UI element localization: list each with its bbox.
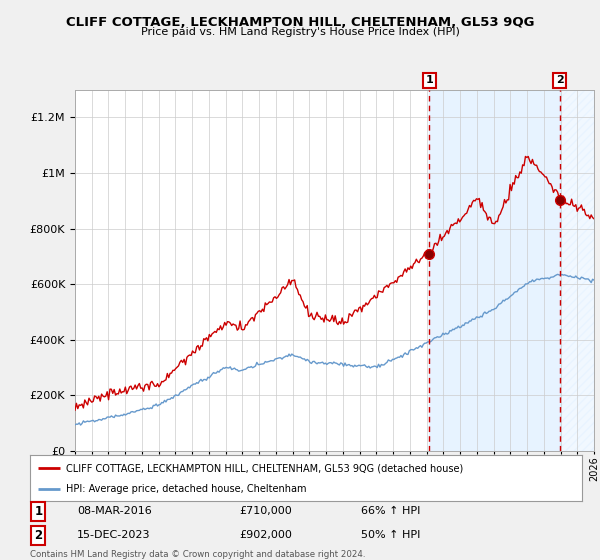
Text: 15-DEC-2023: 15-DEC-2023: [77, 530, 151, 540]
Text: 66% ↑ HPI: 66% ↑ HPI: [361, 506, 421, 516]
Text: 1: 1: [425, 76, 433, 86]
Text: CLIFF COTTAGE, LECKHAMPTON HILL, CHELTENHAM, GL53 9QG: CLIFF COTTAGE, LECKHAMPTON HILL, CHELTEN…: [66, 16, 534, 29]
Bar: [430, 90, 560, 451]
Text: HPI: Average price, detached house, Cheltenham: HPI: Average price, detached house, Chel…: [66, 484, 307, 494]
Text: Contains HM Land Registry data © Crown copyright and database right 2024.
This d: Contains HM Land Registry data © Crown c…: [30, 550, 365, 560]
Text: 1: 1: [34, 505, 43, 517]
Text: CLIFF COTTAGE, LECKHAMPTON HILL, CHELTENHAM, GL53 9QG (detached house): CLIFF COTTAGE, LECKHAMPTON HILL, CHELTEN…: [66, 463, 463, 473]
Text: £902,000: £902,000: [240, 530, 293, 540]
Text: £710,000: £710,000: [240, 506, 293, 516]
Text: 08-MAR-2016: 08-MAR-2016: [77, 506, 152, 516]
Text: 2: 2: [34, 529, 43, 542]
Text: 50% ↑ HPI: 50% ↑ HPI: [361, 530, 421, 540]
Text: Price paid vs. HM Land Registry's House Price Index (HPI): Price paid vs. HM Land Registry's House …: [140, 27, 460, 37]
Bar: [560, 90, 594, 451]
Text: 2: 2: [556, 76, 564, 86]
